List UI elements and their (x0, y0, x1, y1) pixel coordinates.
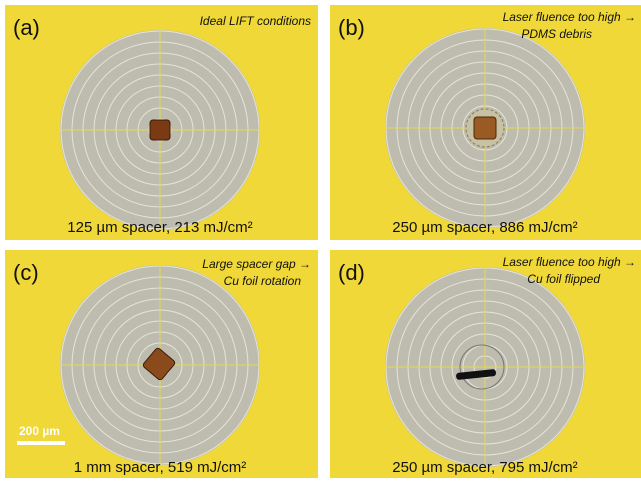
annotation: Cu foil flipped (527, 272, 600, 286)
panel-c: (c) Large spacer gap → Cu foil rotation … (5, 250, 318, 478)
panel-d: (d) Laser fluence too high → Cu foil fli… (330, 250, 641, 478)
caption: 250 µm spacer, 886 mJ/cm² (392, 219, 577, 236)
scale-bar (17, 441, 65, 445)
scale-bar-label: 200 µm (19, 424, 60, 438)
annotation: Large spacer gap → (202, 257, 311, 271)
panel-label: (c) (13, 260, 39, 285)
caption: 125 µm spacer, 213 mJ/cm² (67, 219, 252, 236)
caption: 250 µm spacer, 795 mJ/cm² (392, 459, 577, 476)
caption: 1 mm spacer, 519 mJ/cm² (74, 459, 247, 476)
figure: (a) Ideal LIFT conditions 125 µm spacer,… (0, 0, 641, 481)
panel-b: (b) Laser fluence too high → PDMS debris… (330, 5, 641, 240)
annotation: PDMS debris (521, 27, 592, 41)
annotation: Cu foil rotation (224, 274, 302, 288)
annotation: Laser fluence too high → (503, 255, 636, 269)
panel-a: (a) Ideal LIFT conditions 125 µm spacer,… (5, 5, 318, 240)
annotation: Laser fluence too high → (503, 10, 636, 24)
cu-foil (150, 120, 170, 140)
annotation: Ideal LIFT conditions (200, 14, 311, 28)
panel-label: (b) (338, 15, 365, 40)
cu-foil (474, 117, 496, 139)
panel-label: (d) (338, 260, 365, 285)
panel-label: (a) (13, 15, 40, 40)
